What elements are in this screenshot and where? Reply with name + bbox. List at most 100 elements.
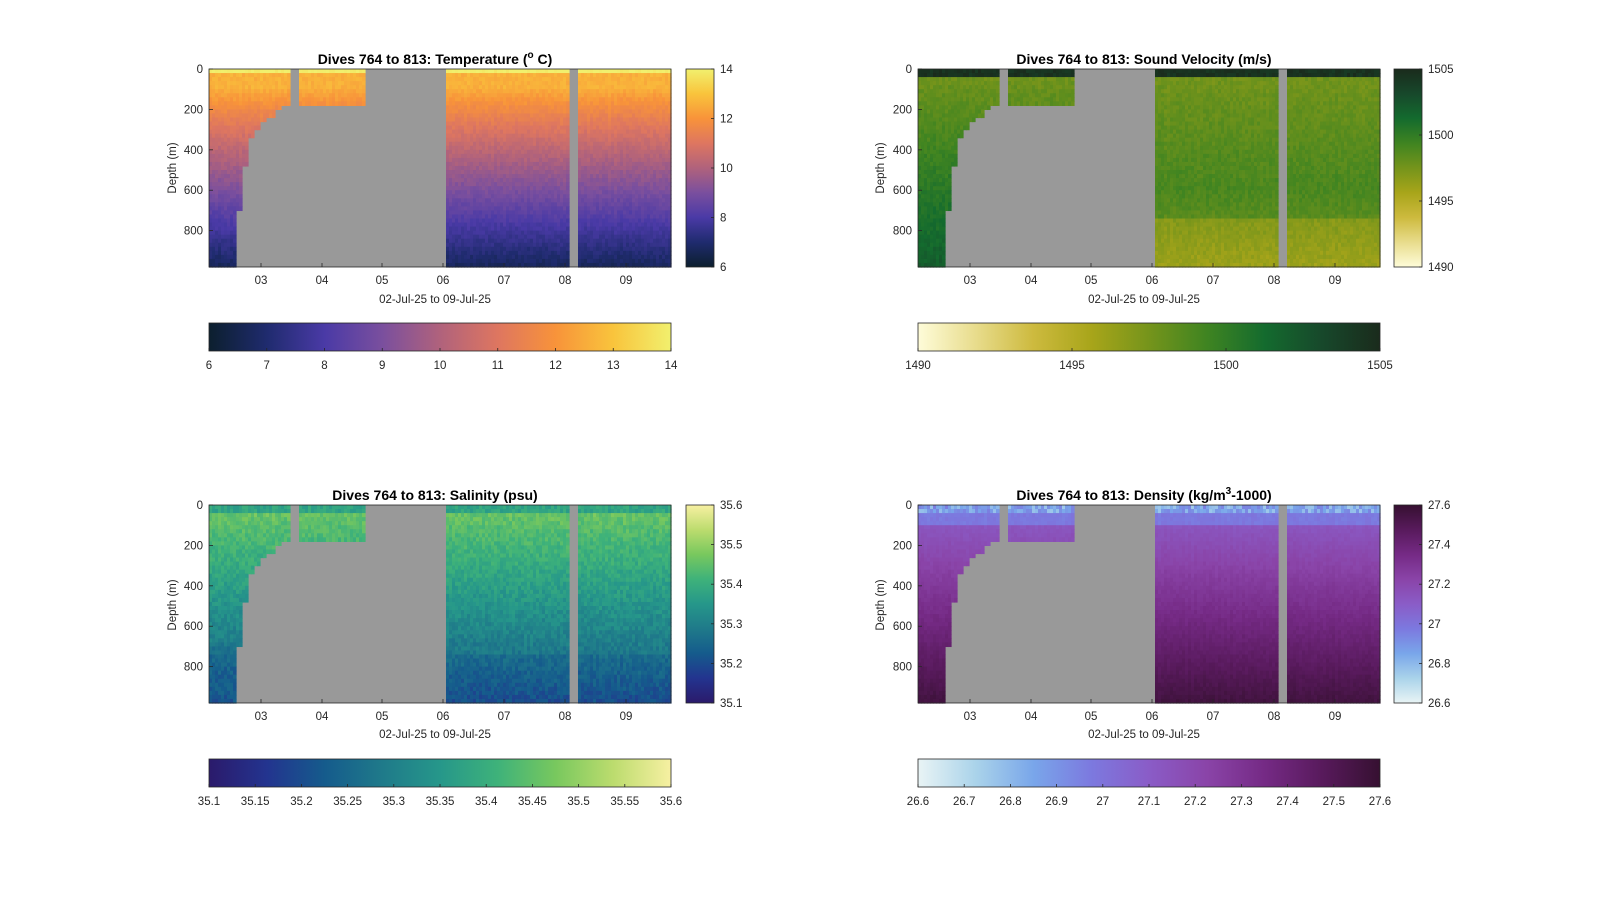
heatmap-cell (299, 85, 303, 90)
heatmap-cell (239, 117, 243, 123)
heatmap-cell (236, 117, 240, 123)
heatmap-cell (566, 246, 570, 252)
heatmap-cell (227, 153, 231, 159)
heatmap-cell (218, 170, 222, 175)
heatmap-cell (236, 137, 240, 143)
heatmap-cell (299, 97, 303, 102)
heatmap-cell (209, 117, 213, 123)
heatmap-cell (221, 85, 225, 90)
heatmap-cell (254, 105, 258, 111)
heatmap-cell (233, 222, 237, 228)
heatmap-cell (287, 97, 291, 102)
heatmap-cell (221, 133, 225, 139)
heatmap-cell (209, 109, 213, 115)
heatmap-cell (245, 153, 249, 159)
heatmap-cell (248, 89, 252, 94)
heatmap-cell (272, 77, 276, 82)
heatmap-cell (302, 97, 306, 102)
heatmap-cell (239, 157, 243, 163)
heatmap-cell (215, 242, 219, 248)
heatmap-cell (230, 97, 234, 102)
heatmap-cell (257, 125, 261, 131)
heatmap-cell (566, 97, 570, 102)
heatmap-cell (263, 85, 267, 90)
heatmap-cell (215, 97, 219, 102)
heatmap-cell (227, 190, 231, 195)
heatmap-cell (212, 182, 216, 187)
heatmap-cell (332, 89, 336, 94)
heatmap-cell (269, 101, 273, 106)
heatmap-cell (215, 178, 219, 183)
heatmap-cell (212, 202, 216, 207)
heatmap-cell (224, 129, 228, 135)
heatmap-cell (227, 202, 231, 207)
heatmap-cell (275, 89, 279, 94)
heatmap-cell (299, 89, 303, 94)
heatmap-cell (257, 105, 261, 111)
heatmap-cell (215, 109, 219, 115)
heatmap-cell (221, 254, 225, 260)
heatmap-cell (242, 97, 246, 102)
heatmap-cell (305, 97, 309, 102)
heatmap-cell (230, 250, 234, 256)
heatmap-cell (230, 149, 234, 155)
heatmap-cell (209, 101, 213, 106)
heatmap-cell (230, 210, 234, 216)
heatmap-cell (248, 85, 252, 90)
heatmap-cell (212, 125, 216, 131)
heatmap-cell (230, 170, 234, 175)
heatmap-cell (233, 218, 237, 224)
heatmap-cell (245, 85, 249, 90)
heatmap-cell (224, 153, 228, 159)
heatmap-cell (362, 73, 366, 78)
heatmap-cell (251, 117, 255, 123)
heatmap-cell (239, 149, 243, 155)
heatmap-cell (284, 77, 288, 82)
heatmap-cell (218, 254, 222, 260)
heatmap-cell (224, 258, 228, 264)
heatmap-cell (239, 190, 243, 195)
heatmap-cell (218, 129, 222, 135)
heatmap-cell (260, 117, 264, 123)
heatmap-cell (224, 262, 228, 268)
heatmap-cell (215, 250, 219, 256)
heatmap-cell (233, 230, 237, 236)
heatmap-cell (299, 81, 303, 86)
heatmap-cell (230, 89, 234, 94)
heatmap-cell (230, 190, 234, 195)
heatmap-cell (251, 73, 255, 78)
heatmap-cell (272, 93, 276, 98)
heatmap-cell (230, 145, 234, 151)
heatmap-cell (209, 198, 213, 203)
heatmap-cell (224, 238, 228, 244)
heatmap-cell (245, 69, 249, 74)
heatmap-cell (323, 89, 327, 94)
heatmap-cell (566, 129, 570, 135)
heatmap-cell (284, 101, 288, 106)
heatmap-cell (224, 149, 228, 155)
heatmap-cell (942, 242, 946, 248)
heatmap-cell (251, 93, 255, 98)
heatmap-cell (215, 73, 219, 78)
heatmap-cell (242, 153, 246, 159)
heatmap-cell (278, 101, 282, 106)
x-tick-label: 05 (376, 275, 389, 287)
heatmap-cell (209, 182, 213, 187)
colorbar-bar (208, 322, 672, 352)
heatmap-cell (335, 73, 339, 78)
heatmap-cell (566, 186, 570, 191)
heatmap-cell (218, 222, 222, 228)
heatmap-cell (269, 77, 273, 82)
heatmap-cell (230, 161, 234, 167)
heatmap-cell (221, 238, 225, 244)
heatmap-cell (215, 194, 219, 199)
heatmap-cell (287, 101, 291, 106)
heatmap-cell (218, 161, 222, 167)
heatmap-cell (284, 81, 288, 86)
heatmap-cell (362, 101, 366, 106)
heatmap-cell (233, 170, 237, 175)
heatmap-cell (212, 129, 216, 135)
heatmap-cell (242, 145, 246, 151)
heatmap-cell (308, 89, 312, 94)
